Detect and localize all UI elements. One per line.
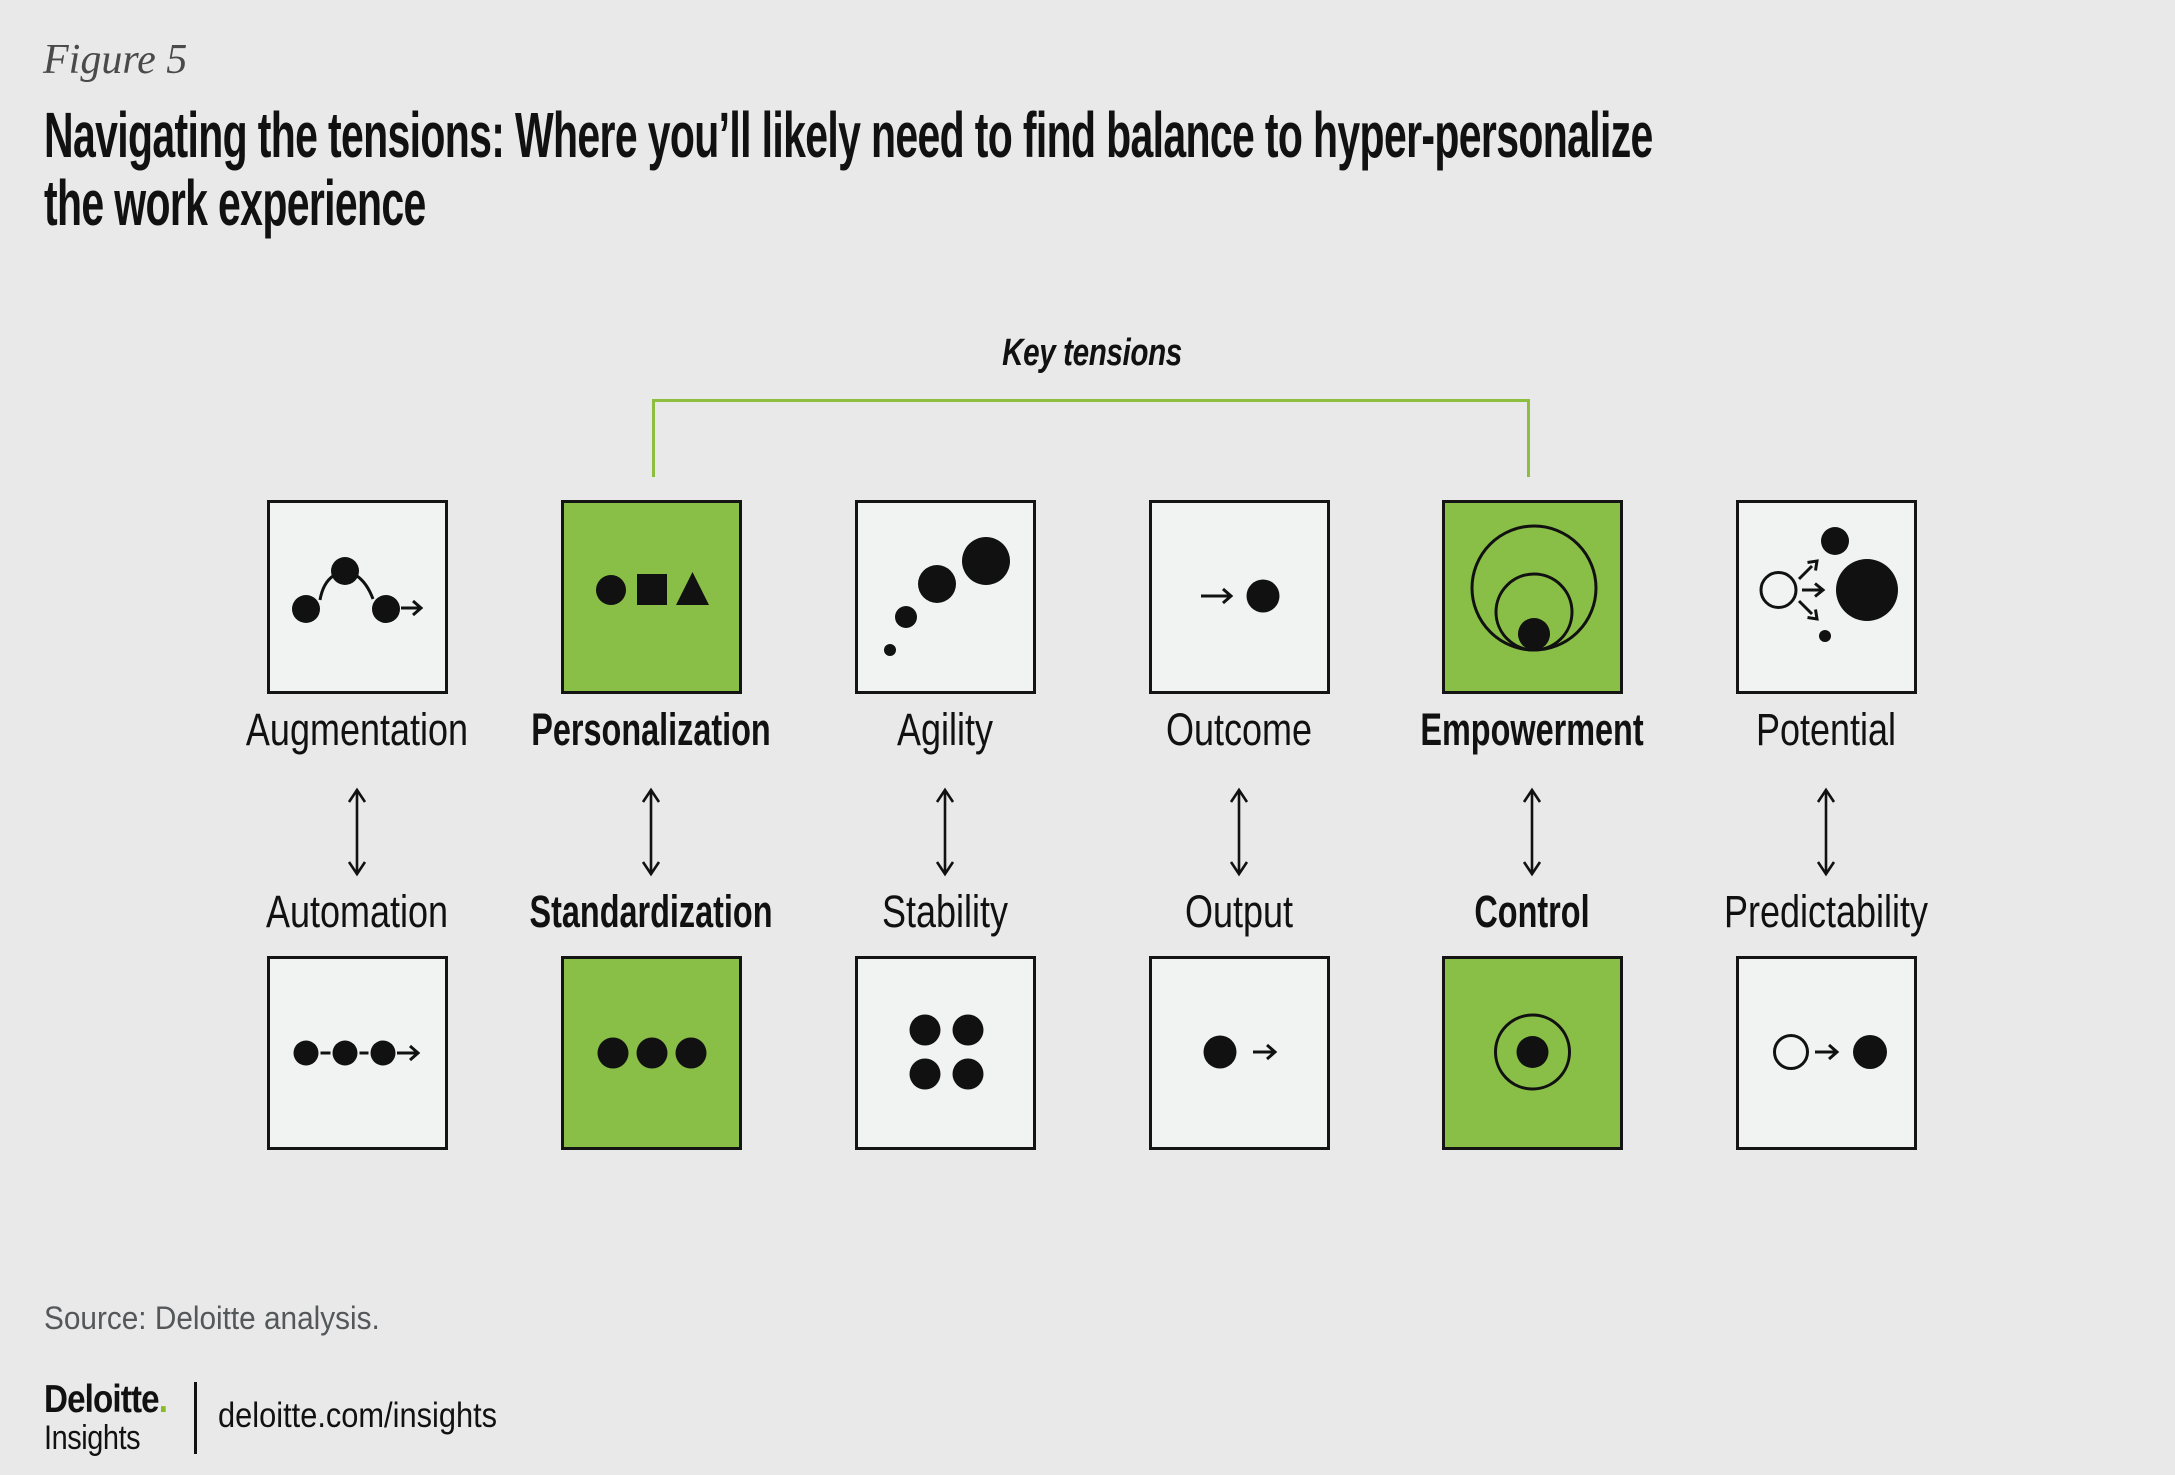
tension-double-arrow-icon [1229,787,1249,877]
tension-double-arrow-icon [347,787,367,877]
tension-double-arrow-icon [1816,787,1836,877]
key-tensions-label: Key tensions [1002,332,1182,374]
augmentation-branch-icon [291,557,423,623]
stability-label: Stability [881,886,1009,937]
predictability-label: Predictability [1723,886,1929,937]
outcome-box [1148,500,1330,694]
predictability-transform-icon [1772,1034,1887,1070]
output-circle-arrow-icon [1203,1035,1277,1069]
augmentation-box [266,500,448,694]
personalization-label: Personalization [531,704,771,755]
empowerment-box [1441,500,1623,694]
predictability-box [1735,956,1917,1150]
outcome-arrow-circle-icon [1200,579,1279,613]
automation-box [266,956,448,1150]
output-label: Output [1184,886,1294,937]
tension-double-arrow-icon [641,787,661,877]
agility-box [854,500,1036,694]
standardization-box [560,956,742,1150]
output-box [1148,956,1330,1150]
agility-growth-icon [883,537,1010,656]
deloitte-wordmark: Deloitte. [44,1378,168,1422]
deloitte-green-dot: . [158,1378,168,1421]
figure-title-line-2: the work experience [44,167,426,239]
potential-box [1735,500,1917,694]
stability-grid-icon [909,1014,983,1090]
figure-title: Navigating the tensions: Where you’ll li… [44,101,2175,237]
agility-label: Agility [896,704,994,755]
logo-divider [194,1382,197,1454]
personalization-box [560,500,742,694]
control-label: Control [1474,886,1590,937]
standardization-dots-icon [597,1037,706,1069]
potential-branching-icon [1759,527,1898,642]
empowerment-circles-icon [1470,524,1597,652]
automation-sequence-icon [293,1040,420,1066]
control-box [1441,956,1623,1150]
tension-double-arrow-icon [1522,787,1542,877]
personalization-shapes-icon [595,572,709,605]
standardization-label: Standardization [529,886,773,937]
augmentation-label: Augmentation [245,704,469,755]
control-bullseye-icon [1493,1013,1571,1091]
key-tensions-bracket [652,399,1530,477]
site-url: deloitte.com/insights [218,1396,498,1435]
outcome-label: Outcome [1165,704,1313,755]
tension-double-arrow-icon [935,787,955,877]
source-note: Source: Deloitte analysis. [44,1300,380,1336]
deloitte-wordmark-text: Deloitte [44,1378,160,1421]
empowerment-label: Empowerment [1420,704,1644,755]
figure-title-line-1: Navigating the tensions: Where you’ll li… [44,99,1653,171]
potential-label: Potential [1755,704,1897,755]
figure-number-label: Figure 5 [43,37,188,83]
automation-label: Automation [265,886,449,937]
stability-box [854,956,1036,1150]
insights-wordmark: Insights [44,1419,141,1457]
